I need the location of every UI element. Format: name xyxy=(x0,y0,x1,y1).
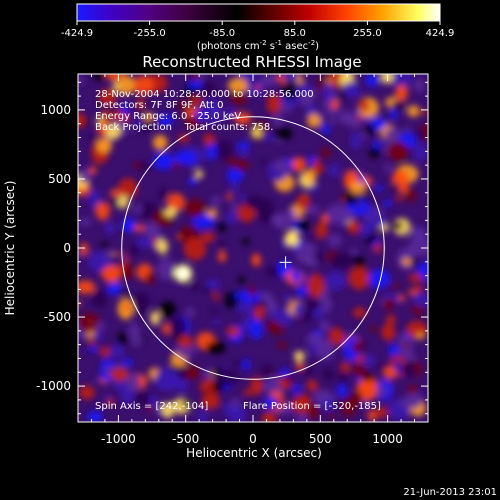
spin-axis-crosshair xyxy=(279,256,292,269)
y-tick-labels: 1000 500 0 -500 -1000 xyxy=(36,103,71,393)
y-tick-label: 1000 xyxy=(40,103,71,117)
colorbar-tick-label: -255.0 xyxy=(133,28,165,39)
y-axis-label: Heliocentric Y (arcsec) xyxy=(3,181,17,316)
observation-info: 28-Nov-2004 10:28:20.000 to 10:28:56.000… xyxy=(95,89,314,133)
info-time-range: 28-Nov-2004 10:28:20.000 to 10:28:56.000 xyxy=(95,89,314,100)
colorbar-tick-label: 85.0 xyxy=(284,28,306,39)
solar-limb-circle xyxy=(121,116,385,380)
info-detectors: Detectors: 7F 8F 9F, Att 0 xyxy=(95,100,223,111)
x-axis-label: Heliocentric X (arcsec) xyxy=(186,446,322,460)
spin-axis-label: Spin Axis = [242,-104] xyxy=(95,401,208,412)
colorbar-tick-label: -424.9 xyxy=(61,28,93,39)
x-tick-label: -1000 xyxy=(101,432,136,446)
info-energy-range: Energy Range: 6.0 - 25.0 keV xyxy=(95,111,241,122)
colorbar: -424.9 -255.0 -85.0 85.0 255.0 424.9 (photons… xyxy=(61,3,454,52)
x-tick-label: 500 xyxy=(309,432,332,446)
x-tick-label: 1000 xyxy=(372,432,403,446)
x-tick-label: -500 xyxy=(172,432,199,446)
colorbar-tick-label: 255.0 xyxy=(353,28,382,39)
plot-title: Reconstructed RHESSI Image xyxy=(142,53,361,71)
flare-position-label: Flare Position = [-520,-185] xyxy=(243,401,381,412)
footer-timestamp: 21-Jun-2013 23:01 xyxy=(403,487,497,498)
y-tick-label: 500 xyxy=(48,172,71,186)
axis-ticks xyxy=(78,74,428,422)
x-tick-label: 0 xyxy=(249,432,257,446)
colorbar-gradient xyxy=(76,3,441,22)
colorbar-tick-label: -85.0 xyxy=(209,28,235,39)
colorbar-ticks: -424.9 -255.0 -85.0 85.0 255.0 424.9 xyxy=(61,21,454,39)
y-tick-label: 0 xyxy=(63,241,71,255)
colorbar-tick-label: 424.9 xyxy=(426,28,455,39)
colorbar-units: (photons cm-2 s-1 asec-2) xyxy=(197,39,319,52)
x-tick-labels: -1000 -500 0 500 1000 xyxy=(101,432,403,446)
info-method-counts: Back Projection Total counts: 758. xyxy=(95,122,273,133)
y-tick-label: -1000 xyxy=(36,379,71,393)
y-tick-label: -500 xyxy=(44,310,71,324)
